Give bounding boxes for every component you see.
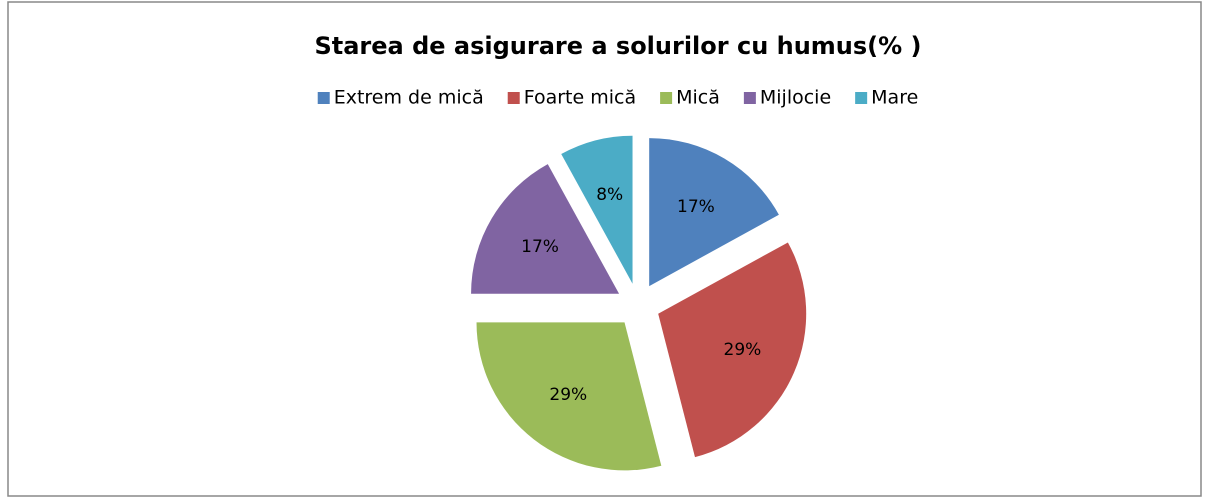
pie-slice — [471, 164, 620, 294]
data-label: 8% — [596, 185, 623, 205]
legend-label: Mică — [676, 87, 720, 109]
pie-slice — [476, 322, 662, 471]
chart-title: Starea de asigurare a solurilor cu humus… — [314, 32, 921, 60]
legend-label: Mare — [871, 87, 918, 109]
data-label: 29% — [549, 385, 587, 405]
legend-label: Extrem de mică — [334, 87, 484, 109]
legend: Extrem de mică Foarte mică Mică Mijlocie Mar… — [317, 87, 918, 109]
pie-slice — [649, 138, 779, 287]
data-label: 17% — [521, 237, 559, 257]
legend-swatch — [317, 92, 330, 104]
legend-label: Mijlocie — [760, 87, 831, 109]
pie-slice — [658, 242, 807, 458]
data-label: 17% — [677, 197, 715, 217]
legend-swatch — [660, 92, 673, 104]
legend-label: Foarte mică — [524, 87, 636, 109]
legend-swatch — [855, 92, 868, 104]
legend-swatch — [743, 92, 756, 104]
data-label: 29% — [724, 340, 762, 360]
legend-swatch — [507, 92, 520, 104]
pie-slice — [561, 135, 633, 284]
